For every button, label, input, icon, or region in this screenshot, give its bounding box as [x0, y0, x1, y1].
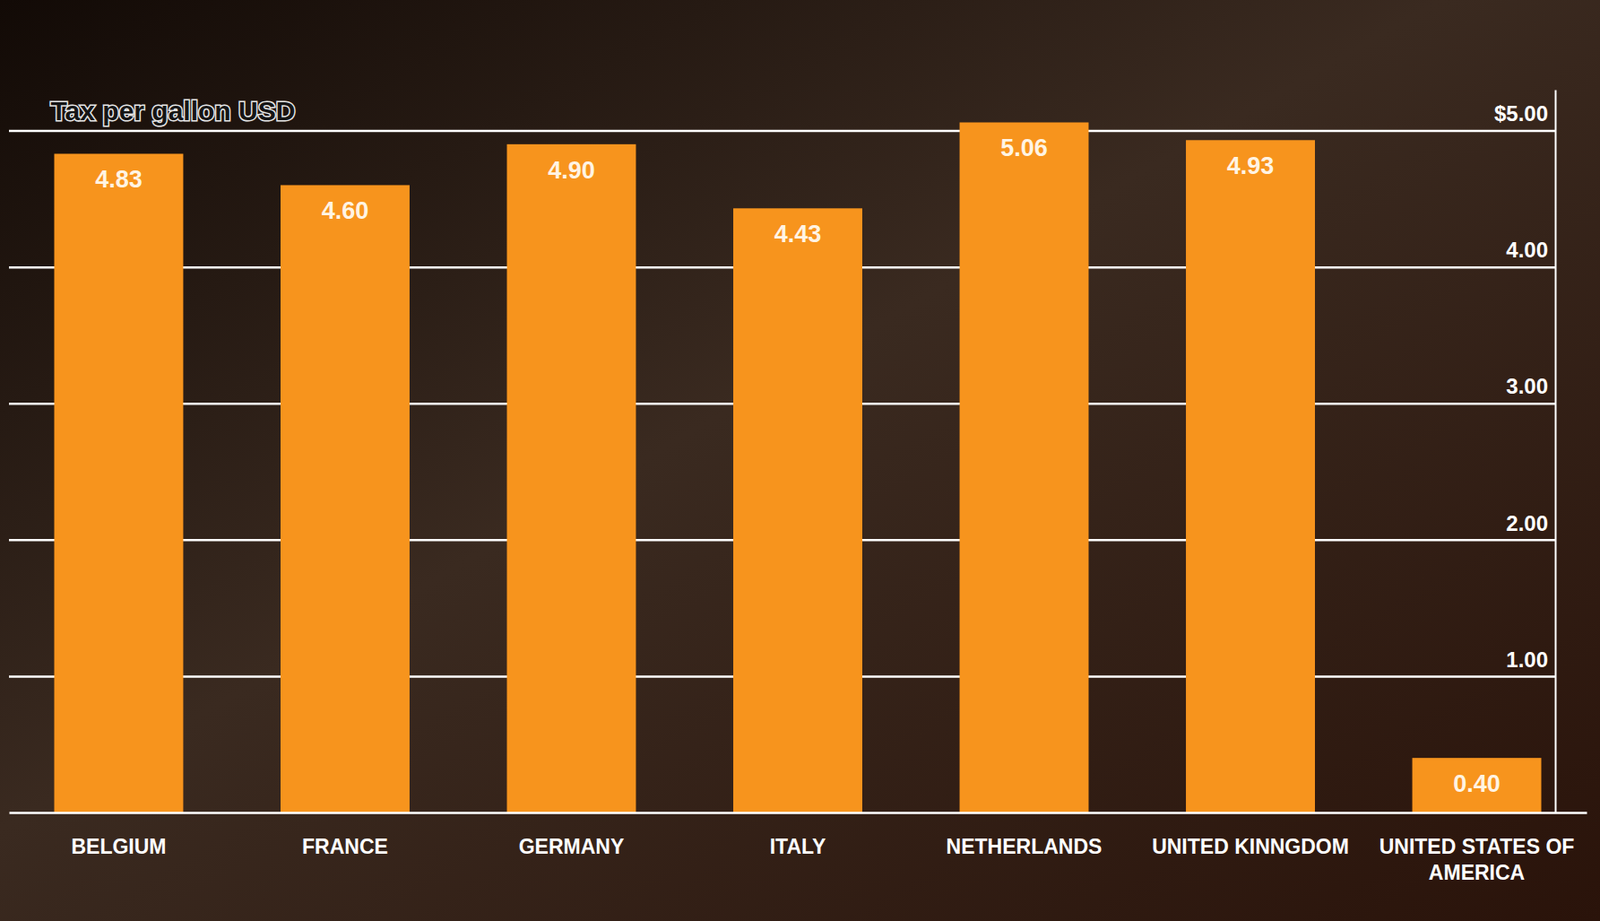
y-tick-label: 4.00 [1505, 237, 1549, 262]
y-axis: 1.00 2.00 3.00 4.00 $5.00 [8, 90, 1557, 813]
grid-line [8, 129, 1556, 133]
y-tick-label: 1.00 [1505, 647, 1549, 672]
x-tick-label: FRANCE [302, 834, 389, 858]
bars [54, 121, 1542, 813]
x-tick-label-line: ITALY [769, 834, 827, 858]
x-tick: ITALY [769, 834, 827, 858]
data-label: 4.90 [547, 156, 596, 184]
x-tick-label-line: UNITED STATES OF [1379, 834, 1575, 858]
x-tick-label: NETHERLANDS [946, 834, 1103, 858]
data-label: 4.93 [1227, 152, 1275, 180]
x-tick-label-line: BELGIUM [70, 834, 166, 858]
data-label: 0.40 [1452, 769, 1501, 797]
x-tick-label: GERMANY [518, 834, 625, 858]
y-tick-label: 2.00 [1505, 510, 1549, 536]
bar [54, 153, 184, 813]
x-tick: NETHERLANDS [946, 834, 1103, 858]
title: Tax per gallon USD [51, 95, 296, 126]
x-tick-label-line: GERMANY [518, 834, 625, 858]
x-tick-label-line: FRANCE [302, 834, 389, 858]
x-tick-label: BELGIUM [70, 834, 166, 858]
bar [733, 207, 863, 813]
x-tick-label-line: NETHERLANDS [946, 834, 1103, 858]
data-label: 4.43 [774, 220, 822, 248]
x-axis: BELGIUM FRANCE GERMANY ITALY NETHERLANDS UNIT… [9, 812, 1588, 885]
data-label: 5.06 [1000, 134, 1048, 162]
background [0, 0, 1600, 921]
y-axis-line [1555, 90, 1557, 813]
chart: 1.00 2.00 3.00 4.00 $5.00 BELGIUM FRANCE GERMAN… [0, 0, 1600, 921]
x-tick: UNITED STATES OFAMERICA [1379, 834, 1575, 884]
x-tick-label-line: AMERICA [1428, 860, 1525, 884]
x-tick-label-line: UNITED KINNGDOM [1151, 834, 1350, 858]
x-tick: UNITED KINNGDOM [1151, 834, 1350, 858]
data-label: 4.83 [95, 165, 143, 193]
bar [507, 144, 637, 813]
bar [1185, 139, 1315, 813]
x-tick-label: UNITED STATES OFAMERICA [1379, 834, 1575, 884]
x-tick: FRANCE [302, 834, 389, 858]
data-label: 4.60 [321, 197, 370, 225]
data-labels: 4.83 4.60 4.90 4.43 5.06 4.93 0.40 [95, 134, 1501, 797]
bar [1412, 757, 1542, 813]
y-tick-label: 3.00 [1505, 373, 1549, 398]
y-tick-label: $5.00 [1494, 101, 1549, 126]
x-tick-label: ITALY [769, 834, 827, 858]
bar [280, 184, 410, 813]
bar [960, 121, 1090, 813]
x-tick: BELGIUM [70, 834, 166, 858]
x-tick: GERMANY [518, 834, 625, 858]
x-axis-line [9, 811, 1588, 814]
x-tick-label: UNITED KINNGDOM [1151, 834, 1350, 858]
